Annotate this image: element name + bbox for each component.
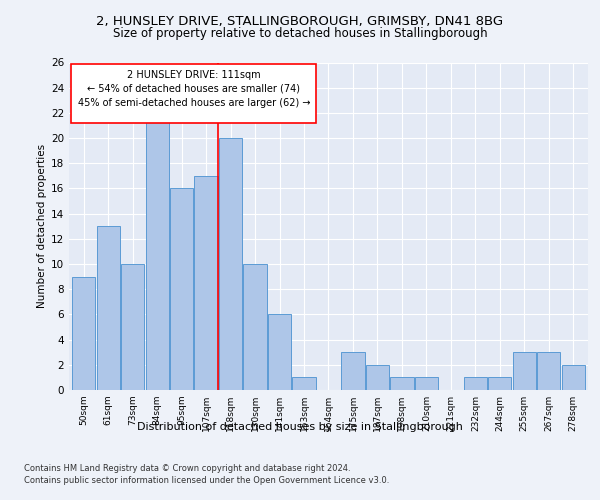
Bar — [146, 113, 169, 390]
Text: ← 54% of detached houses are smaller (74): ← 54% of detached houses are smaller (74… — [88, 84, 301, 94]
Bar — [72, 276, 95, 390]
Bar — [97, 226, 120, 390]
Y-axis label: Number of detached properties: Number of detached properties — [37, 144, 47, 308]
Bar — [292, 378, 316, 390]
Text: Contains public sector information licensed under the Open Government Licence v3: Contains public sector information licen… — [24, 476, 389, 485]
Text: 2 HUNSLEY DRIVE: 111sqm: 2 HUNSLEY DRIVE: 111sqm — [127, 70, 260, 80]
Bar — [244, 264, 266, 390]
Bar — [121, 264, 144, 390]
Text: Distribution of detached houses by size in Stallingborough: Distribution of detached houses by size … — [137, 422, 463, 432]
Bar — [537, 352, 560, 390]
Bar — [391, 378, 413, 390]
Text: 2, HUNSLEY DRIVE, STALLINGBOROUGH, GRIMSBY, DN41 8BG: 2, HUNSLEY DRIVE, STALLINGBOROUGH, GRIMS… — [97, 15, 503, 28]
Bar — [194, 176, 218, 390]
Text: Contains HM Land Registry data © Crown copyright and database right 2024.: Contains HM Land Registry data © Crown c… — [24, 464, 350, 473]
Bar — [488, 378, 511, 390]
Bar — [170, 188, 193, 390]
Bar — [562, 365, 585, 390]
Text: Size of property relative to detached houses in Stallingborough: Size of property relative to detached ho… — [113, 28, 487, 40]
Bar — [366, 365, 389, 390]
Bar — [341, 352, 365, 390]
Bar — [513, 352, 536, 390]
Bar — [219, 138, 242, 390]
Text: 45% of semi-detached houses are larger (62) →: 45% of semi-detached houses are larger (… — [77, 98, 310, 108]
Bar — [415, 378, 438, 390]
Bar — [268, 314, 291, 390]
Bar — [464, 378, 487, 390]
FancyBboxPatch shape — [71, 64, 316, 123]
